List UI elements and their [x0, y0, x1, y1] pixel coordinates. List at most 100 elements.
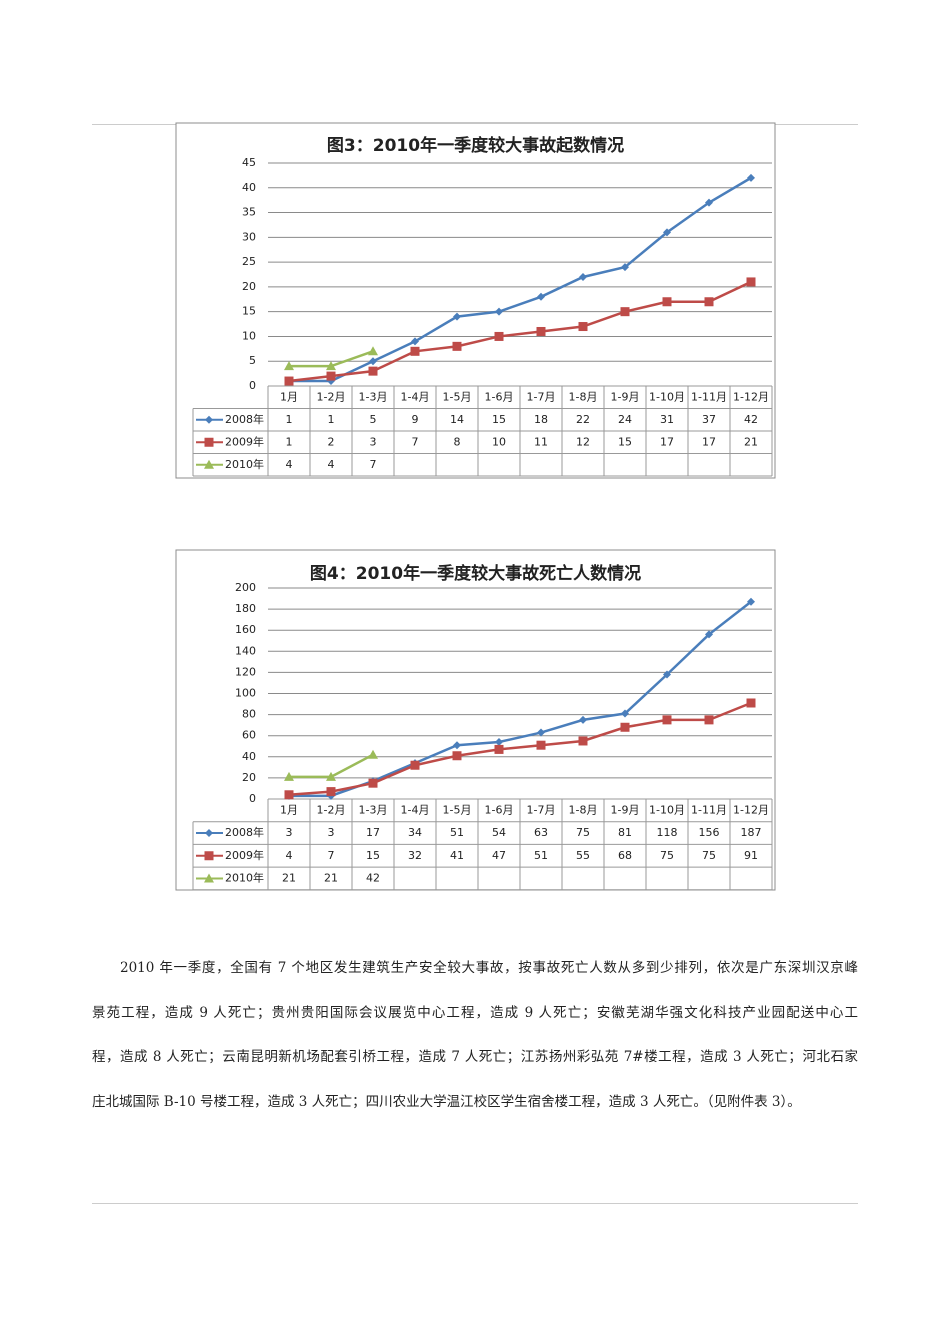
table-value: 68 — [618, 849, 632, 862]
marker — [495, 738, 503, 747]
legend-marker — [204, 873, 214, 883]
table-value: 42 — [744, 413, 758, 426]
marker — [536, 740, 546, 750]
y-tick-label: 80 — [242, 708, 256, 721]
marker — [579, 272, 587, 281]
legend-marker — [204, 437, 214, 447]
marker — [662, 297, 672, 307]
legend-marker — [204, 851, 214, 861]
marker — [453, 741, 461, 750]
table-value: 42 — [366, 871, 380, 884]
y-tick-label: 40 — [242, 750, 256, 763]
marker — [662, 715, 672, 725]
table-value: 15 — [618, 435, 632, 448]
marker — [452, 341, 462, 351]
table-value: 17 — [660, 435, 674, 448]
x-tick-label: 1-11月 — [691, 803, 727, 816]
legend-marker — [204, 459, 214, 469]
marker — [410, 760, 420, 770]
marker — [704, 715, 714, 725]
marker — [410, 346, 420, 356]
legend-label: 2010年 — [225, 457, 264, 471]
table-value: 187 — [741, 826, 762, 839]
table-value: 21 — [324, 871, 338, 884]
table-value: 5 — [370, 413, 377, 426]
legend-label: 2008年 — [225, 412, 264, 426]
x-tick-label: 1-7月 — [527, 803, 556, 816]
x-tick-label: 1-5月 — [443, 390, 472, 403]
x-tick-label: 1-9月 — [611, 803, 640, 816]
table-value: 1 — [286, 435, 293, 448]
table-value: 41 — [450, 849, 464, 862]
marker — [494, 331, 504, 341]
marker — [453, 312, 461, 321]
x-tick-label: 1-7月 — [527, 390, 556, 403]
table-value: 91 — [744, 849, 758, 862]
marker — [452, 751, 462, 761]
table-value: 4 — [286, 849, 293, 862]
y-tick-label: 160 — [235, 623, 256, 636]
marker — [579, 715, 587, 724]
table-value: 75 — [660, 849, 674, 862]
marker — [704, 297, 714, 307]
y-tick-label: 140 — [235, 644, 256, 657]
y-tick-label: 20 — [242, 280, 256, 293]
marker — [326, 361, 336, 371]
marker — [746, 277, 756, 287]
x-tick-label: 1-3月 — [359, 390, 388, 403]
marker — [578, 322, 588, 332]
x-tick-label: 1-12月 — [733, 803, 769, 816]
x-tick-label: 1-6月 — [485, 390, 514, 403]
y-tick-label: 40 — [242, 181, 256, 194]
series-line — [289, 176, 752, 383]
table-value: 24 — [618, 413, 632, 426]
table-value: 9 — [412, 413, 419, 426]
y-tick-label: 5 — [249, 354, 256, 367]
x-tick-label: 1-12月 — [733, 390, 769, 403]
y-tick-label: 15 — [242, 305, 256, 318]
marker — [368, 346, 378, 356]
marker — [284, 790, 294, 800]
marker — [411, 337, 419, 346]
y-tick-label: 25 — [242, 255, 256, 268]
bottom-rule — [92, 1203, 858, 1204]
table-value: 55 — [576, 849, 590, 862]
y-tick-label: 45 — [242, 156, 256, 169]
table-value: 17 — [366, 826, 380, 839]
text-line: 景苑工程，造成 9 人死亡；贵州贵阳国际会议展览中心工程，造成 9 人死亡；安徽… — [92, 1004, 858, 1021]
legend-label: 2008年 — [225, 825, 264, 839]
series-line — [288, 280, 752, 383]
table-value: 37 — [702, 413, 716, 426]
marker — [663, 228, 671, 237]
y-tick-label: 100 — [235, 687, 256, 700]
marker — [620, 307, 630, 317]
marker — [495, 307, 503, 316]
table-value: 4 — [286, 458, 293, 471]
table-value: 51 — [450, 826, 464, 839]
marker — [705, 198, 713, 207]
table-value: 22 — [576, 413, 590, 426]
x-tick-label: 1-11月 — [691, 390, 727, 403]
text-line: 2010 年一季度，全国有 7 个地区发生建筑生产安全较大事故，按事故死亡人数从… — [120, 960, 858, 976]
table-value: 4 — [328, 458, 335, 471]
legend-marker — [205, 829, 213, 838]
table-value: 51 — [534, 849, 548, 862]
marker — [621, 263, 629, 272]
x-tick-label: 1-6月 — [485, 803, 514, 816]
table-value: 11 — [534, 435, 548, 448]
y-tick-label: 10 — [242, 329, 256, 342]
table-value: 3 — [328, 826, 335, 839]
x-tick-label: 1月 — [280, 390, 298, 403]
table-value: 1 — [286, 413, 293, 426]
legend-label: 2010年 — [225, 870, 264, 884]
series-line — [288, 701, 752, 797]
table-value: 2 — [328, 435, 335, 448]
text-line: 程，造成 8 人死亡；云南昆明新机场配套引桥工程，造成 7 人死亡；江苏扬州彩弘… — [92, 1049, 858, 1065]
marker — [705, 630, 713, 639]
table-value: 7 — [412, 435, 419, 448]
x-tick-label: 1-10月 — [649, 390, 685, 403]
table-value: 21 — [744, 435, 758, 448]
x-tick-label: 1-4月 — [401, 390, 430, 403]
